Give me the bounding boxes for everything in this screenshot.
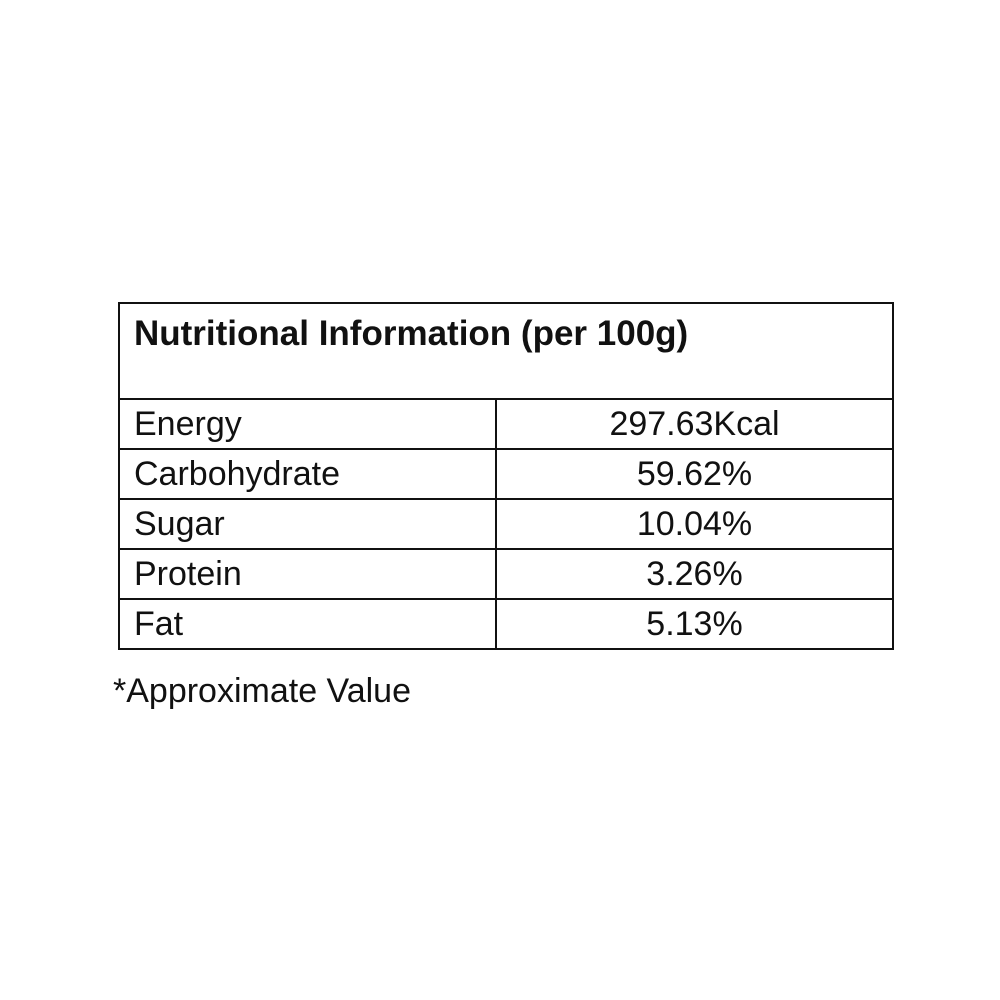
table-row: Energy 297.63Kcal [118,398,895,450]
nutrient-name: Energy [118,398,497,450]
nutrient-name: Sugar [118,498,497,550]
nutrient-value: 5.13% [494,598,895,650]
nutrient-value: 3.26% [494,548,895,600]
nutrient-value: 10.04% [494,498,895,550]
table-row: Fat 5.13% [118,598,895,650]
table-row: Protein 3.26% [118,548,895,600]
table-title: Nutritional Information (per 100g) [117,302,895,400]
nutrient-name: Fat [118,598,497,650]
title-row: Nutritional Information (per 100g) [117,302,895,400]
nutrient-value: 297.63Kcal [494,398,895,450]
nutrient-name: Protein [118,548,497,600]
nutrient-name: Carbohydrate [118,448,497,500]
table-body: Nutritional Information (per 100g) Energ… [117,302,895,650]
table-row: Sugar 10.04% [118,498,895,550]
nutrition-table: Nutritional Information (per 100g) Energ… [117,302,895,650]
nutrient-value: 59.62% [494,448,895,500]
table-row: Carbohydrate 59.62% [118,448,895,500]
footnote: *Approximate Value [113,672,411,710]
